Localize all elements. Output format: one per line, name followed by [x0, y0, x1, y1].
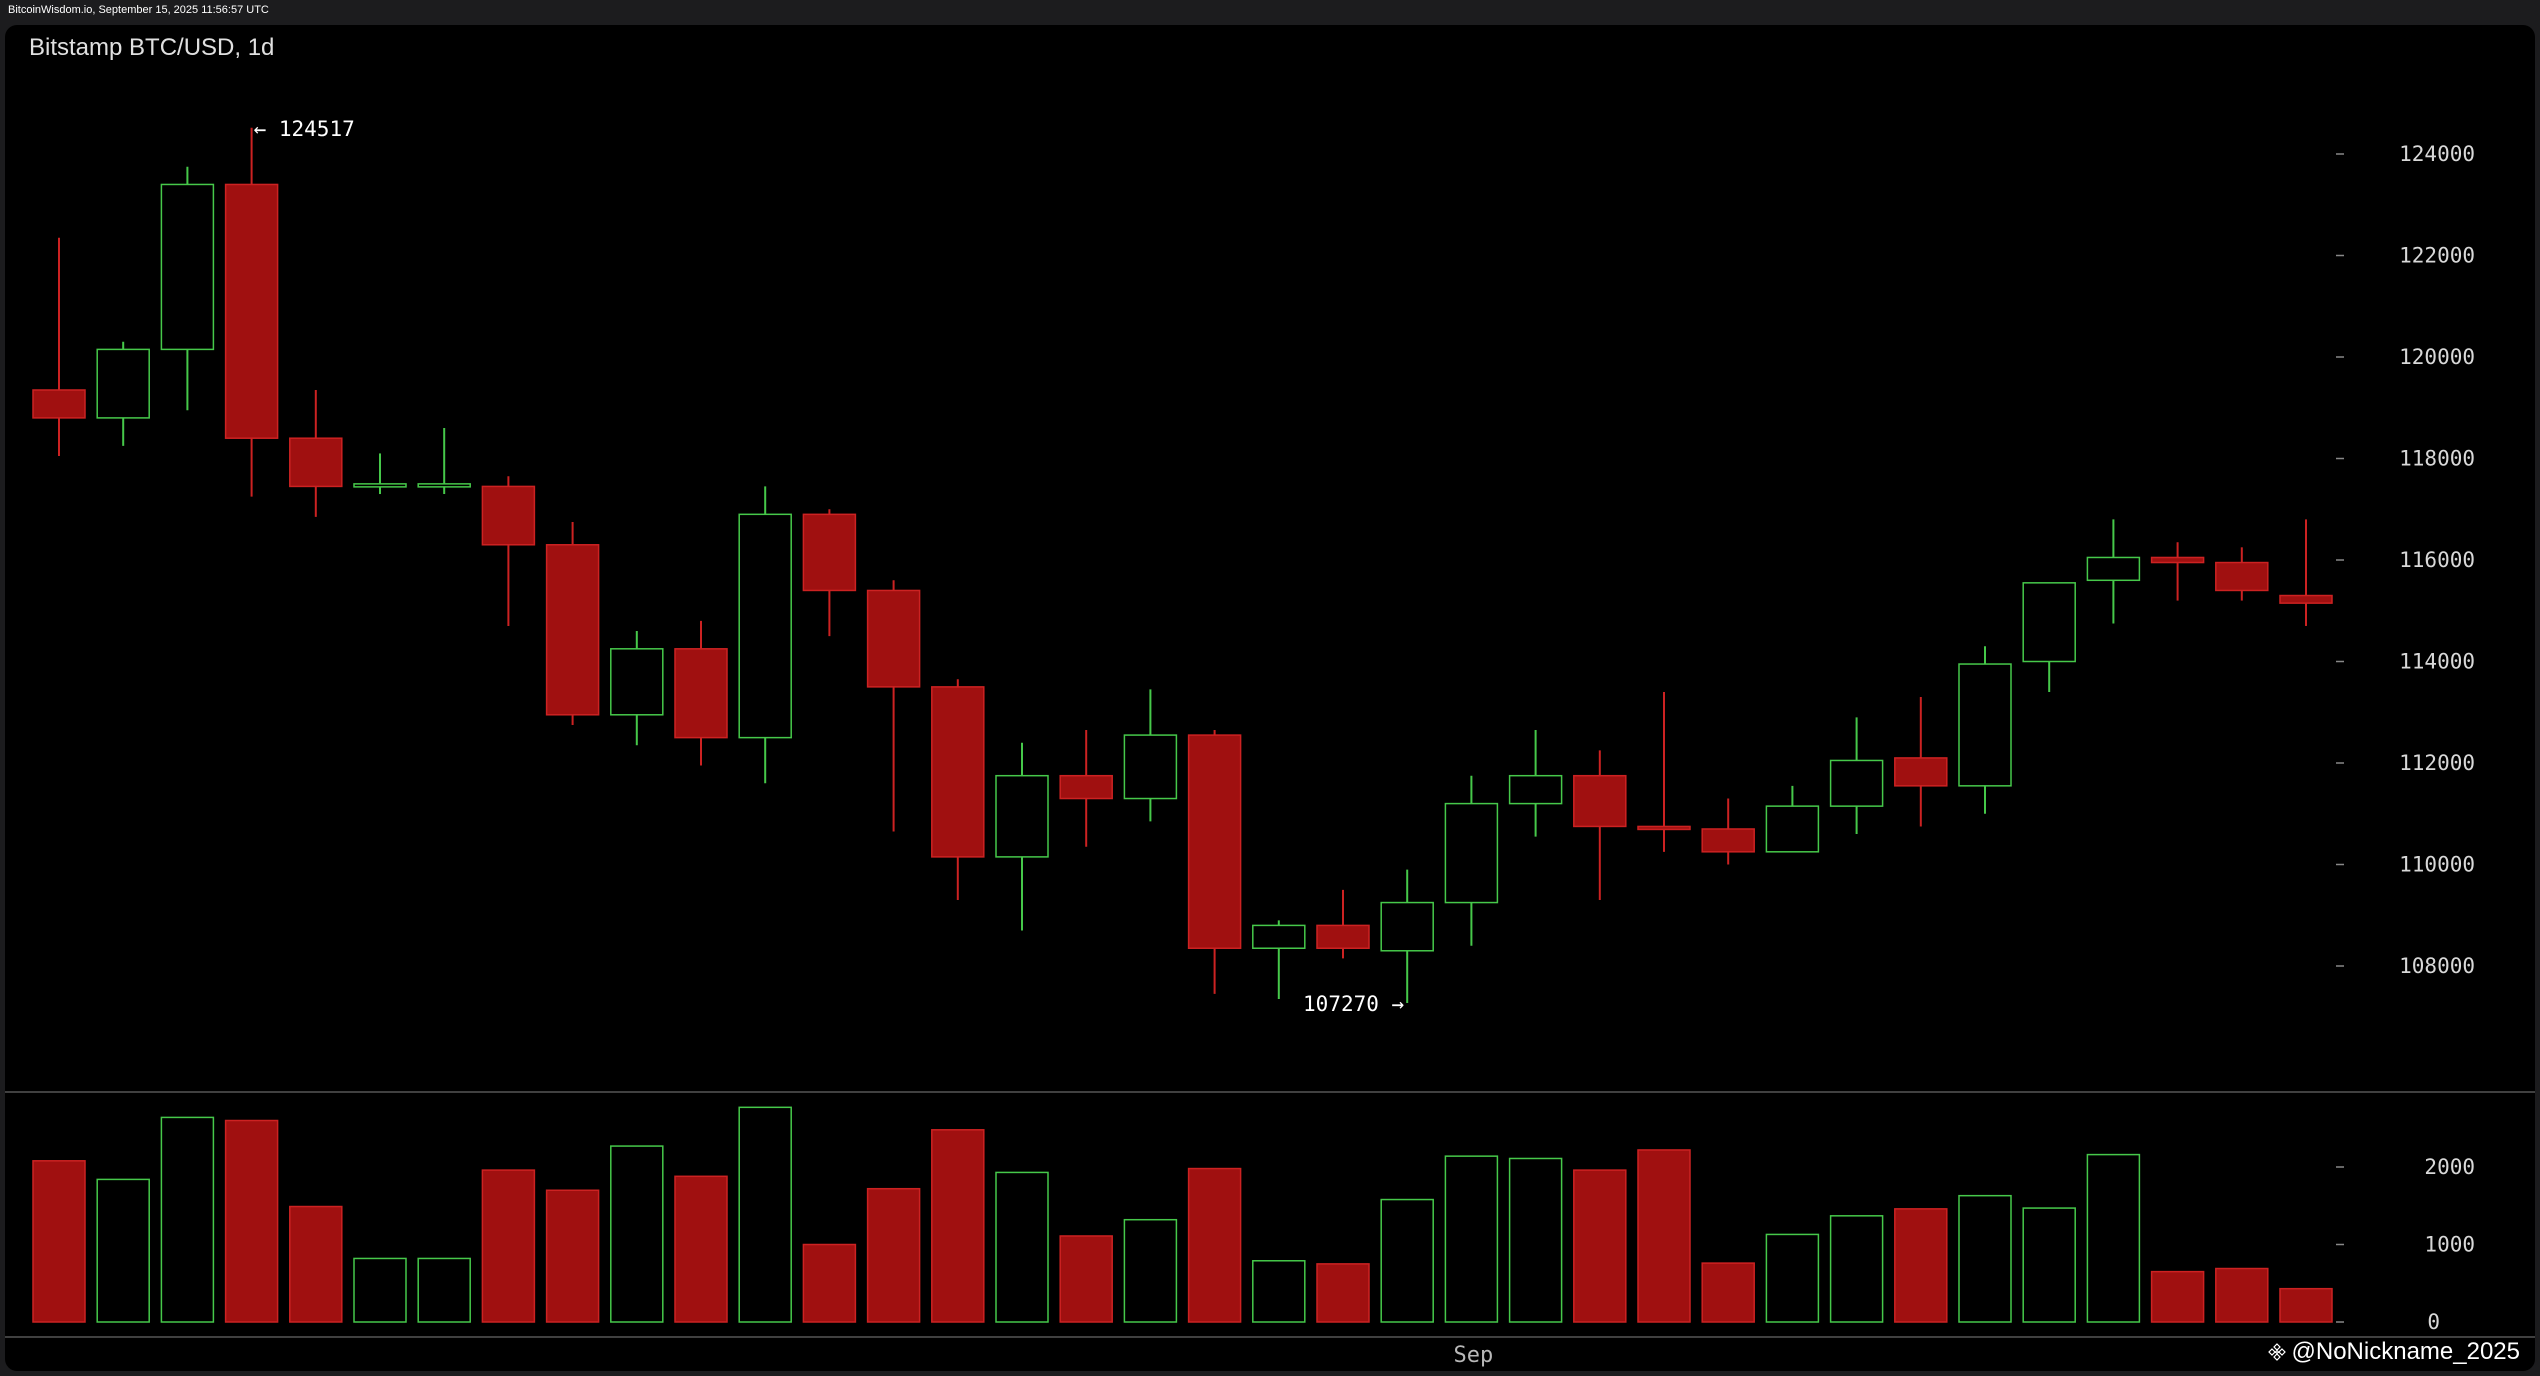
binance-diamond-icon [2267, 1340, 2286, 1361]
price-tick-label: 108000 [2399, 954, 2475, 978]
volume-bar-up [738, 1106, 792, 1323]
volume-bar-up [417, 1257, 471, 1323]
candle-body-up [738, 513, 792, 739]
candle-body-down [2150, 556, 2205, 564]
volume-bar-up [2086, 1153, 2141, 1323]
candle-body-down [545, 544, 600, 716]
volume-bar-up [160, 1116, 215, 1323]
volume-bar-down [1573, 1169, 1627, 1323]
candle-body-up [1444, 802, 1499, 904]
volume-bar-up [96, 1178, 150, 1323]
candle-body-down [1637, 825, 1691, 831]
candle-body-up [1829, 759, 1884, 807]
watermark: @NoNickname_2025 [2267, 1338, 2520, 1366]
candle-body-down [481, 485, 536, 546]
candle-body-up [353, 483, 407, 488]
price-tick-label: 122000 [2399, 244, 2475, 268]
candle-body-up [1508, 774, 1563, 805]
chart-frame[interactable] [5, 25, 2535, 1371]
site-timestamp: BitcoinWisdom.io, September 15, 2025 11:… [8, 4, 269, 16]
price-tick-label: 110000 [2399, 853, 2475, 877]
volume-bar-down [2215, 1267, 2269, 1323]
candle-body-up [1380, 901, 1434, 952]
price-tick-label: 118000 [2399, 447, 2475, 471]
low-annotation: 107270 → [1303, 992, 1404, 1016]
candle-body-down [1573, 774, 1627, 828]
price-tick-label: 112000 [2399, 751, 2475, 775]
candle-body-up [995, 774, 1049, 858]
volume-bar-up [1380, 1198, 1434, 1323]
candle-body-up [1765, 805, 1820, 853]
price-tick-label: 114000 [2399, 650, 2475, 674]
candle-body-up [96, 348, 150, 419]
volume-bar-down [1894, 1208, 1948, 1323]
volume-bar-down [1316, 1263, 1370, 1323]
volume-bar-up [2022, 1207, 2076, 1323]
volume-bar-down [931, 1129, 985, 1323]
volume-bar-down [1187, 1167, 1242, 1323]
candle-body-down [289, 437, 343, 488]
volume-bar-down [674, 1175, 728, 1323]
volume-bar-down [1059, 1235, 1113, 1323]
candle-body-down [224, 183, 279, 439]
volume-bar-up [995, 1171, 1049, 1323]
volume-bar-up [1829, 1215, 1884, 1323]
x-axis-label: Sep [1454, 1343, 1494, 1368]
candle-body-up [1958, 663, 2012, 787]
volume-bar-up [610, 1145, 664, 1323]
watermark-text: @NoNickname_2025 [2291, 1338, 2520, 1365]
candle-body-down [1316, 924, 1370, 949]
candle-body-down [1187, 734, 1242, 949]
volume-bar-down [1637, 1149, 1691, 1323]
volume-bar-down [866, 1187, 921, 1323]
candle-body-down [1894, 757, 1948, 787]
volume-bar-up [353, 1257, 407, 1323]
candle-body-down [931, 686, 985, 858]
chart-title: Bitstamp BTC/USD, 1d [29, 34, 275, 61]
candle-body-up [610, 648, 664, 716]
candle-body-down [1059, 774, 1113, 800]
volume-bar-down [224, 1119, 279, 1323]
candle-body-up [417, 483, 471, 488]
volume-tick-label: 2000 [2424, 1155, 2475, 1179]
candle-body-down [32, 389, 86, 419]
candle-body-up [160, 183, 215, 351]
volume-bar-down [2150, 1270, 2205, 1323]
candle-body-down [2215, 561, 2269, 592]
volume-bar-up [1958, 1194, 2012, 1323]
candle-body-up [2022, 582, 2076, 663]
candle-body-up [2086, 556, 2141, 582]
volume-bar-down [481, 1169, 536, 1323]
volume-bar-down [32, 1160, 86, 1323]
volume-bar-up [1444, 1155, 1499, 1323]
price-tick-label: 124000 [2399, 142, 2475, 166]
price-tick-label: 116000 [2399, 548, 2475, 572]
candle-body-down [866, 589, 921, 688]
volume-bar-down [2279, 1287, 2333, 1323]
volume-tick-label: 0 [2427, 1310, 2440, 1334]
candle-body-down [802, 513, 857, 592]
volume-bar-down [1701, 1262, 1755, 1323]
candle-body-up [1123, 734, 1178, 800]
candle-body-down [2279, 594, 2333, 604]
volume-bar-up [1252, 1260, 1306, 1323]
volume-bar-down [289, 1205, 343, 1323]
volume-bar-up [1765, 1233, 1820, 1323]
candle-body-up [1252, 924, 1306, 949]
candle-body-down [1701, 828, 1755, 853]
high-annotation: ← 124517 [254, 117, 355, 141]
volume-bar-down [802, 1243, 857, 1323]
price-tick-label: 120000 [2399, 345, 2475, 369]
volume-bar-up [1508, 1157, 1563, 1323]
volume-tick-label: 1000 [2424, 1233, 2475, 1257]
volume-bar-up [1123, 1218, 1178, 1323]
volume-bar-down [545, 1189, 600, 1323]
candle-body-down [674, 648, 728, 739]
